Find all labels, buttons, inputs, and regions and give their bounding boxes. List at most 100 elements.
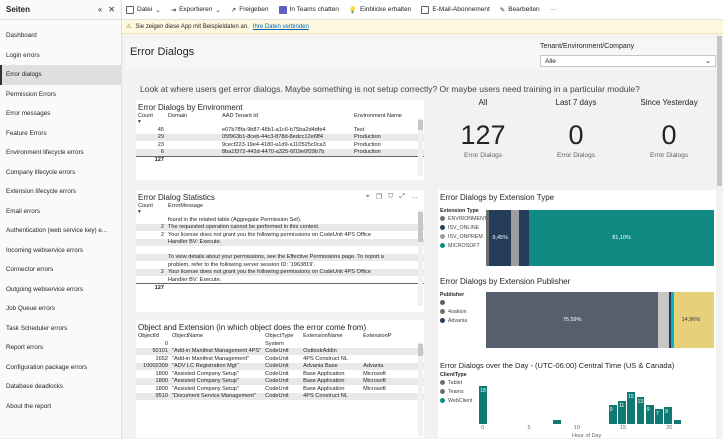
bar-segment[interactable]	[707, 292, 714, 348]
pin-icon[interactable]: ⌖	[365, 193, 370, 200]
legend-item[interactable]: Advania	[440, 316, 467, 325]
sidebar-item[interactable]: Authentication (web service key) e...	[0, 221, 121, 241]
teams-chat-button[interactable]: In Teams chatten	[278, 5, 339, 14]
column-header[interactable]: AAD Tenant Id	[222, 113, 258, 119]
sidebar-item[interactable]: Extension lifecycle errors	[0, 182, 121, 202]
sidebar-item[interactable]: Incoming webservice errors	[0, 241, 121, 261]
filter-icon[interactable]: ⛉	[388, 193, 394, 200]
legend-item[interactable]: WebClient	[440, 396, 472, 405]
chart-bar[interactable]	[673, 419, 682, 424]
table-row[interactable]: 10002309 "ADV LC Registration Mgt" CodeUni…	[136, 362, 424, 370]
chart-bar[interactable]	[627, 392, 636, 424]
over-day-visual[interactable]: Error Dialogs over the Day - (UTC-06:00)…	[438, 358, 716, 439]
bar-segment[interactable]: 81,10%	[529, 210, 714, 266]
legend-item[interactable]: 4oakion	[440, 307, 467, 316]
table-row[interactable]	[136, 246, 424, 254]
close-icon[interactable]: ✕	[108, 5, 115, 14]
sidebar-item[interactable]: Dashboard	[0, 26, 121, 46]
column-header[interactable]: ExtensionName	[303, 333, 343, 339]
focus-mode-icon[interactable]: ⤢	[399, 193, 405, 200]
chart-bar[interactable]	[553, 419, 562, 424]
sidebar-item[interactable]: Database deadlocks	[0, 377, 121, 397]
legend-item[interactable]: ISV_ONLINE	[440, 223, 487, 232]
bar-segment[interactable]	[510, 210, 519, 266]
table-row[interactable]: 9510 "Document Service Management" CodeUni…	[136, 392, 424, 400]
table-row[interactable]: To view details about your permissions, …	[136, 253, 424, 261]
chart-bar[interactable]	[618, 400, 626, 424]
table-row[interactable]: 2 Your license does not grant you the fol…	[136, 268, 424, 276]
column-header[interactable]: ObjectType	[265, 333, 294, 339]
sidebar-item[interactable]: Permission Errors	[0, 85, 121, 105]
collapse-sidebar-icon[interactable]: «	[97, 5, 103, 14]
column-header[interactable]: ErrorMessage	[168, 203, 204, 209]
sidebar-item[interactable]: Feature Errors	[0, 124, 121, 144]
sidebar-item[interactable]: Error dialogs	[0, 65, 121, 85]
sidebar-item[interactable]: About the report	[0, 397, 121, 417]
chart-bar[interactable]	[645, 405, 654, 424]
bar-segment[interactable]: 9,45%	[489, 210, 511, 266]
table-row[interactable]: 29 05f963b1-8ceb-44c3-878d-8edcc12e6ff4 Pr…	[136, 133, 424, 141]
table-row[interactable]: 45 e07b78fa-9b87-48b1-a1c6-b75ba2d4dfe4 Te…	[136, 126, 424, 134]
chart-bar[interactable]	[479, 386, 488, 424]
chart-bar[interactable]	[608, 405, 617, 424]
subscribe-button[interactable]: E-Mail-Abonnement	[421, 5, 490, 14]
ext-pub-stacked-bar[interactable]: 75,59% 14,96%	[486, 292, 714, 348]
legend-item[interactable]: MICROSOFT	[440, 241, 487, 250]
scrollbar[interactable]	[418, 212, 423, 242]
sidebar-item[interactable]: Connector errors	[0, 260, 121, 280]
table-row[interactable]: 1652 "Add-in Manifest Management" CodeUnit…	[136, 355, 424, 363]
legend-item[interactable]: Tablet	[440, 378, 472, 387]
bar-segment[interactable]	[668, 292, 672, 348]
more-options-button[interactable]: ···	[550, 6, 557, 13]
sidebar-item[interactable]: Login errors	[0, 46, 121, 66]
chart-bar[interactable]	[636, 396, 645, 424]
page-scrollbar[interactable]	[717, 36, 722, 186]
table-row[interactable]: 23 9cecf223-19e4-4180-a1d9-a110525c0ca3 Pr…	[136, 141, 424, 149]
export-button[interactable]: ⇥ Exportieren ⌄	[171, 6, 221, 14]
scrollbar[interactable]	[418, 344, 423, 356]
table-row[interactable]: 6 8ba1f372-442d-4470-a325-6f19e0f29b7b Pro…	[136, 148, 424, 156]
extension-publisher-visual[interactable]: Error Dialogs by Extension Publisher Pub…	[438, 274, 716, 358]
edit-button[interactable]: ✎ Bearbeiten	[500, 6, 540, 14]
share-button[interactable]: ↗ Freigeben	[231, 6, 269, 14]
table-row[interactable]: 2 The requested operation cannot be perfo…	[136, 223, 424, 231]
more-options-icon[interactable]: …	[411, 193, 418, 200]
chart-bar[interactable]	[664, 407, 673, 424]
table-row[interactable]: Handler BV: Execute.	[136, 238, 424, 246]
table-row[interactable]: 0 System	[136, 340, 424, 348]
sidebar-item[interactable]: Job Queue errors	[0, 299, 121, 319]
column-header[interactable]: Environment Name	[354, 113, 402, 119]
bar-segment[interactable]	[658, 292, 669, 348]
sidebar-item[interactable]: Configuration package errors	[0, 358, 121, 378]
stats-table-visual[interactable]: Error Dialog Statistics ⌖ ❐ ⛉ ⤢ … Count ▾…	[136, 190, 424, 312]
legend-item[interactable]: ENVIRONMENT	[440, 214, 487, 223]
column-header[interactable]: ObjectName	[172, 333, 204, 339]
sidebar-item[interactable]: Environment lifecycle errors	[0, 143, 121, 163]
copy-icon[interactable]: ❐	[375, 194, 383, 201]
object-extension-visual[interactable]: Object and Extension (in which object do…	[136, 320, 424, 438]
table-row[interactable]: problem, refer to the following server s…	[136, 261, 424, 269]
bar-segment[interactable]	[486, 210, 490, 266]
table-row[interactable]: 1800 "Assisted Company Setup" CodeUnit Base…	[136, 385, 424, 393]
table-row[interactable]: 2 Your license does not grant you the fol…	[136, 231, 424, 239]
legend-item[interactable]	[440, 298, 467, 307]
legend-item[interactable]: ISV_ONPREM	[440, 232, 487, 241]
sidebar-item[interactable]: Error messages	[0, 104, 121, 124]
column-header[interactable]: ObjectId	[138, 333, 159, 339]
chart-bar[interactable]	[655, 409, 663, 424]
sidebar-item[interactable]: Task Scheduler errors	[0, 319, 121, 339]
table-row[interactable]: 1800 "Assisted Company Setup" CodeUnit Base…	[136, 377, 424, 385]
legend-item[interactable]: Teams	[440, 387, 472, 396]
connect-data-link[interactable]: Ihre Daten verbinden	[252, 23, 309, 30]
ext-type-stacked-bar[interactable]: 9,45% 81,10%	[486, 210, 714, 266]
table-row[interactable]: found in the related table (Aggregate Pe…	[136, 216, 424, 224]
bar-segment[interactable]: 75,59%	[486, 292, 659, 348]
sidebar-item[interactable]: Outgoing webservice errors	[0, 280, 121, 300]
column-header[interactable]: Count ▾	[138, 113, 153, 125]
table-row[interactable]: 1800 "Assisted Company Setup" CodeUnit Base…	[136, 370, 424, 378]
scrollbar[interactable]	[418, 120, 423, 130]
extension-type-visual[interactable]: Error Dialogs by Extension Type Extensio…	[438, 190, 716, 274]
bar-segment[interactable]: 14,96%	[673, 292, 708, 348]
column-header[interactable]: Count ▾	[138, 203, 153, 215]
get-insights-button[interactable]: 💡 Einblicke erhalten	[349, 6, 411, 14]
